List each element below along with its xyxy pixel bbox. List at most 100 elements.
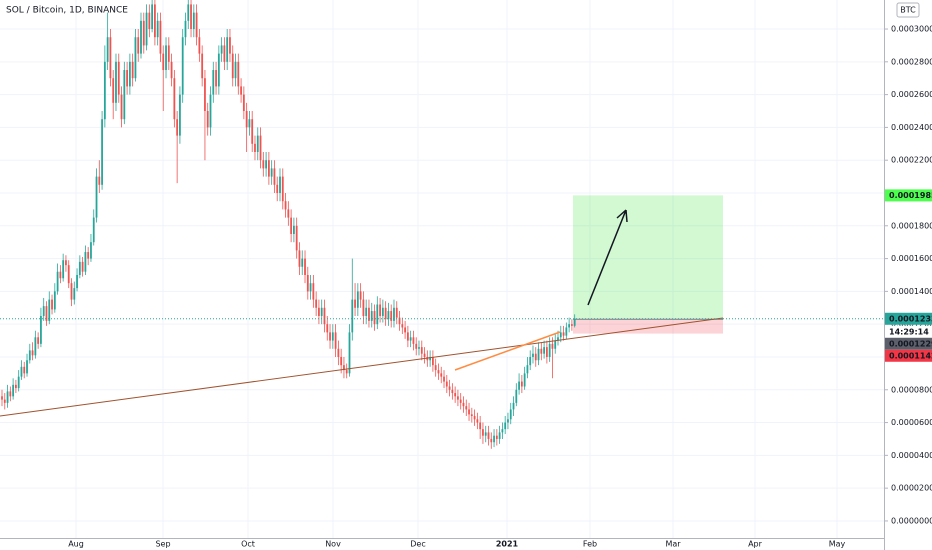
candle-body: [284, 201, 287, 210]
candle-body: [192, 12, 195, 30]
candle-body: [534, 353, 537, 361]
candle-body: [454, 393, 457, 397]
candle-body: [390, 311, 393, 321]
x-tick-label: Sep: [155, 540, 170, 549]
candle-body: [504, 422, 507, 430]
candle-body: [70, 283, 73, 300]
candle-body: [293, 225, 295, 234]
candle-body: [426, 356, 429, 361]
arrow-shaft: [587, 209, 627, 306]
candle-body: [529, 356, 532, 366]
candle-body: [148, 12, 151, 30]
candle-body: [48, 299, 51, 321]
stop-price-label: 0.00011427: [889, 351, 932, 360]
candle-body: [226, 37, 229, 62]
candle-body: [457, 396, 459, 400]
currency-button[interactable]: [896, 2, 920, 18]
candle-body: [159, 20, 162, 54]
candle-body: [545, 347, 548, 357]
candle-body: [373, 311, 376, 325]
candle-body: [248, 119, 251, 128]
candle-body: [523, 373, 526, 387]
candle-body: [565, 327, 568, 336]
candle-body: [134, 37, 137, 79]
candle-body: [59, 271, 62, 279]
candle-body: [137, 37, 140, 54]
candle-body: [412, 337, 415, 344]
candle-body: [562, 332, 565, 336]
candle-body: [220, 45, 223, 54]
candle-body: [443, 376, 445, 382]
candle-body: [262, 160, 265, 169]
countdown-label: 14:29:14: [889, 327, 929, 336]
x-tick-label: Mar: [665, 540, 681, 549]
candle-body: [162, 53, 165, 71]
candle-body: [329, 332, 331, 341]
candle-body: [51, 299, 53, 310]
candle-body: [276, 184, 279, 193]
candle-body: [470, 414, 473, 417]
y-tick-label: 0.00030000: [891, 25, 932, 34]
candle-body: [376, 304, 379, 325]
candle-body: [540, 348, 543, 354]
candle-body: [201, 53, 204, 79]
candle-body: [229, 37, 231, 54]
entry-price-label: 0.00012299: [889, 339, 932, 348]
candle-body: [237, 61, 240, 87]
candle-body: [451, 389, 454, 394]
candle-body: [437, 370, 440, 374]
candle-body: [103, 61, 106, 120]
candle-body: [309, 283, 312, 292]
candle-body: [3, 399, 6, 403]
candle-body: [84, 252, 87, 272]
candle-body: [156, 20, 159, 38]
candle-body: [418, 347, 420, 349]
candle-body: [204, 78, 206, 112]
candle-body: [482, 429, 484, 436]
candle-body: [487, 432, 490, 439]
candle-body: [393, 307, 395, 321]
candle-body: [270, 168, 273, 177]
candle-body: [337, 348, 340, 357]
candle-body: [265, 160, 267, 169]
candle-body: [343, 365, 345, 371]
candle-body: [306, 274, 309, 292]
candle-body: [445, 381, 448, 387]
candle-body: [554, 340, 557, 349]
candle-body: [448, 386, 451, 390]
candle-body: [537, 348, 540, 361]
candle-body: [340, 356, 343, 366]
candle-body: [532, 353, 534, 357]
candle-body: [318, 307, 320, 316]
candle-body: [295, 225, 298, 251]
candle-body: [279, 176, 281, 193]
candle-body: [526, 365, 529, 374]
candle-body: [154, 4, 156, 38]
candle-body: [151, 4, 154, 30]
candle-body: [42, 306, 45, 316]
candle-body: [465, 406, 468, 410]
candle-body: [198, 37, 201, 54]
candle-body: [256, 135, 259, 153]
candle-body: [9, 391, 12, 397]
candle-body: [56, 271, 59, 292]
candle-body: [543, 347, 545, 354]
candle-body: [109, 37, 112, 79]
candle-body: [473, 416, 476, 420]
candle-body: [17, 376, 20, 389]
x-tick-label: Apr: [748, 540, 763, 549]
candle-body: [420, 347, 423, 354]
candle-body: [315, 299, 318, 308]
candle-body: [326, 324, 329, 333]
candle-body: [359, 291, 362, 300]
candle-body: [557, 337, 559, 341]
candle-body: [368, 307, 370, 321]
candle-body: [381, 307, 384, 316]
